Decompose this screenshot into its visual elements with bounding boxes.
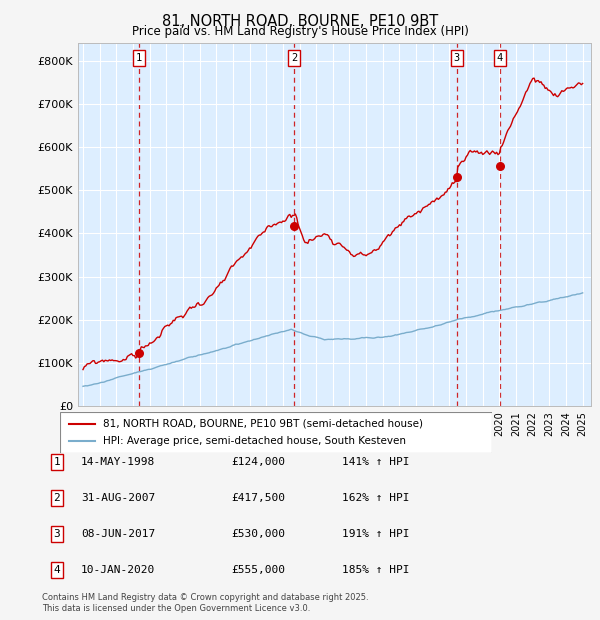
Text: 2: 2: [53, 493, 61, 503]
Text: 31-AUG-2007: 31-AUG-2007: [81, 493, 155, 503]
Text: 141% ↑ HPI: 141% ↑ HPI: [342, 457, 409, 467]
Text: £124,000: £124,000: [231, 457, 285, 467]
Text: 3: 3: [53, 529, 61, 539]
Point: [289, 221, 299, 231]
Text: 81, NORTH ROAD, BOURNE, PE10 9BT (semi-detached house): 81, NORTH ROAD, BOURNE, PE10 9BT (semi-d…: [103, 418, 423, 428]
Text: 2: 2: [291, 53, 297, 63]
Point: [495, 161, 505, 171]
Text: 3: 3: [454, 53, 460, 63]
Text: HPI: Average price, semi-detached house, South Kesteven: HPI: Average price, semi-detached house,…: [103, 436, 406, 446]
Point: [134, 348, 144, 358]
Text: 1: 1: [136, 53, 142, 63]
Text: £555,000: £555,000: [231, 565, 285, 575]
Text: Price paid vs. HM Land Registry's House Price Index (HPI): Price paid vs. HM Land Registry's House …: [131, 25, 469, 38]
Text: 191% ↑ HPI: 191% ↑ HPI: [342, 529, 409, 539]
Text: Contains HM Land Registry data © Crown copyright and database right 2025.
This d: Contains HM Land Registry data © Crown c…: [42, 593, 368, 613]
Text: 162% ↑ HPI: 162% ↑ HPI: [342, 493, 409, 503]
Text: £417,500: £417,500: [231, 493, 285, 503]
Text: 1: 1: [53, 457, 61, 467]
Text: 4: 4: [497, 53, 503, 63]
Text: 81, NORTH ROAD, BOURNE, PE10 9BT: 81, NORTH ROAD, BOURNE, PE10 9BT: [162, 14, 438, 29]
Text: £530,000: £530,000: [231, 529, 285, 539]
Text: 4: 4: [53, 565, 61, 575]
Text: 185% ↑ HPI: 185% ↑ HPI: [342, 565, 409, 575]
Text: 08-JUN-2017: 08-JUN-2017: [81, 529, 155, 539]
Text: 14-MAY-1998: 14-MAY-1998: [81, 457, 155, 467]
Text: 10-JAN-2020: 10-JAN-2020: [81, 565, 155, 575]
Point: [452, 172, 461, 182]
